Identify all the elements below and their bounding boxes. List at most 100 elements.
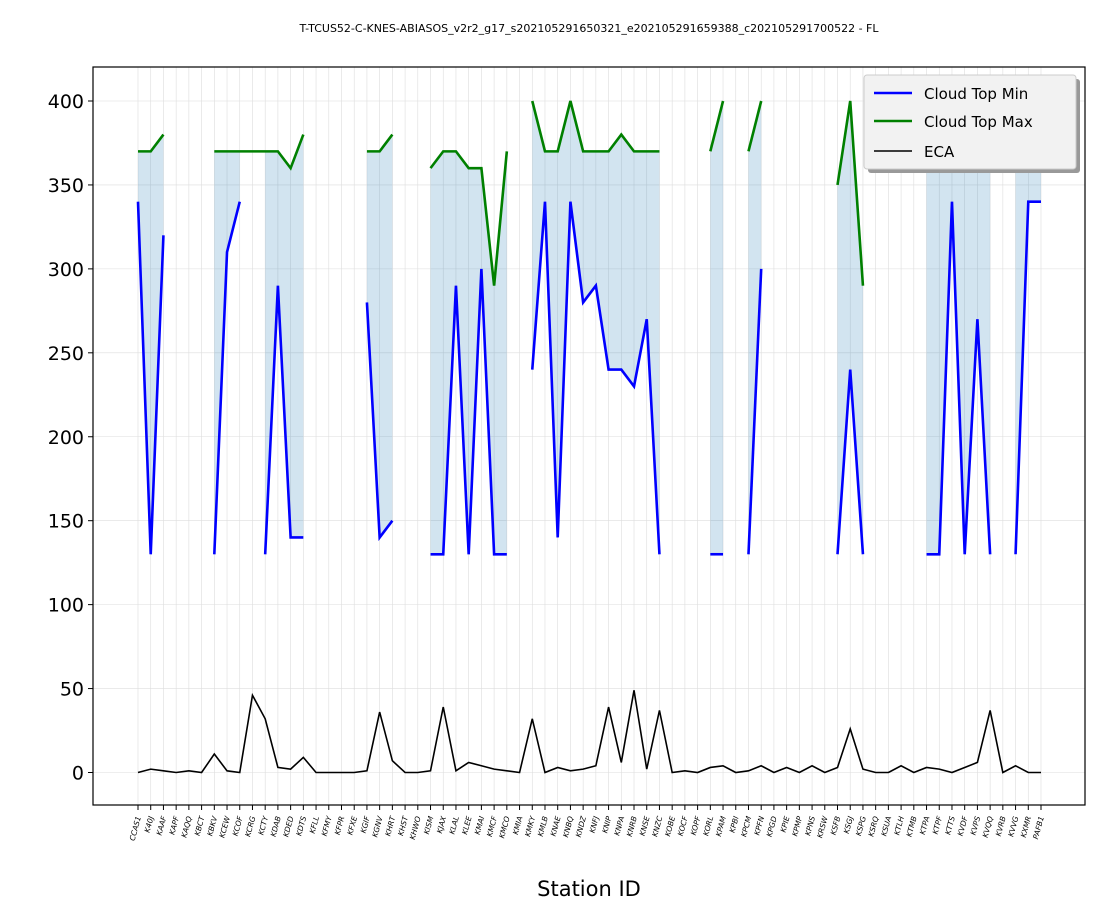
- series-line-cloud-top-min: [747, 268, 763, 555]
- x-tick-label: KSFB: [829, 815, 843, 836]
- x-tick-label: KLEE: [460, 815, 474, 836]
- series-line-cloud-top-max: [429, 150, 509, 286]
- series-line-cloud-top-min: [836, 369, 865, 555]
- x-tick-label: KMCO: [497, 815, 512, 839]
- series-line-cloud-top-max: [836, 100, 865, 286]
- fill-region: [214, 151, 240, 555]
- series-line-cloud-top-max: [709, 100, 725, 152]
- series-line-cloud-top-min: [1014, 200, 1041, 555]
- x-tick-label: K40J: [143, 815, 156, 833]
- x-tick-label: KCTY: [256, 814, 270, 836]
- series-line-cloud-top-max: [531, 100, 660, 153]
- series-line-cloud-top-min: [263, 285, 304, 555]
- chart-title: T-TCUS52-C-KNES-ABIASOS_v2r2_g17_s202105…: [298, 22, 879, 35]
- series-line-cloud-top-min: [430, 268, 507, 556]
- x-axis-label: Station ID: [537, 877, 641, 901]
- x-tick-label: KNSE: [638, 815, 652, 837]
- x-tick-label: KNAE: [549, 815, 563, 837]
- x-tick-label: KPGD: [765, 815, 779, 838]
- series-lines: [136, 100, 1041, 774]
- x-tick-label: PAFB1: [1031, 815, 1046, 840]
- fill-region: [710, 101, 724, 555]
- fill-region: [837, 101, 863, 555]
- series-line-cloud-top-min: [365, 302, 394, 542]
- x-tick-label: KTMB: [905, 815, 919, 838]
- x-tick-label: KOPF: [689, 815, 703, 837]
- x-tick-label: KPIE: [779, 815, 792, 833]
- fill-region: [138, 134, 164, 555]
- x-tick-label: KMIA: [511, 815, 525, 835]
- series-line-cloud-top-max: [138, 133, 165, 153]
- x-tick-label: KGIF: [359, 815, 372, 835]
- fill-region: [265, 134, 304, 555]
- x-tick-label: KVPS: [969, 815, 983, 836]
- x-tick-label: KTLH: [892, 815, 906, 836]
- x-tick-label: KCOF: [231, 815, 245, 837]
- x-tick-label: KPAM: [714, 815, 728, 838]
- legend-label-eca: ECA: [924, 143, 955, 161]
- series-line-cloud-top-min: [530, 201, 661, 555]
- x-tick-label: KFPR: [333, 815, 347, 836]
- y-tick-label: 200: [48, 427, 84, 449]
- series-line-eca: [137, 690, 1041, 774]
- series-line-cloud-top-max: [366, 133, 394, 153]
- fill-region: [430, 151, 507, 555]
- x-tick-label: KLAL: [447, 815, 460, 835]
- x-tick-label: KAAF: [155, 815, 169, 837]
- series-line-cloud-top-min: [136, 201, 165, 555]
- y-tick-label: 250: [48, 343, 84, 365]
- y-tick-label: 300: [48, 259, 84, 281]
- x-tick-label: KRSW: [815, 815, 830, 839]
- x-tick-label: KOBE: [663, 815, 677, 837]
- y-axis: 0 50 100 150 200 250 300 350 400: [48, 91, 93, 785]
- grid-lines: [93, 67, 1085, 805]
- x-tick-label: KSPG: [854, 815, 868, 837]
- y-tick-label: 350: [48, 175, 84, 197]
- x-tick-label: KFXE: [346, 815, 360, 836]
- x-tick-label: KSUA: [879, 815, 893, 837]
- legend-label-cloud-top-max: Cloud Top Max: [924, 113, 1033, 131]
- legend-box: [863, 74, 1077, 170]
- x-tick-label: KAPF: [168, 815, 182, 836]
- fill-region: [532, 101, 660, 555]
- x-tick-label: KJAX: [435, 814, 448, 834]
- x-tick-label: CCAS1: [128, 815, 143, 842]
- x-tick-label: KSGJ: [842, 815, 855, 834]
- y-tick-label: 50: [60, 679, 84, 701]
- x-tick-label: KNPA: [612, 815, 626, 836]
- x-tick-label: KPNS: [803, 815, 817, 837]
- x-tick-label: KHWO: [408, 815, 423, 840]
- x-tick-label: KPFN: [752, 815, 766, 836]
- x-tick-label: KVDF: [956, 815, 970, 837]
- x-tick-label: KTTS: [943, 815, 957, 836]
- x-tick-label: KVRB: [994, 815, 1008, 837]
- x-tick-label: KDTS: [294, 815, 308, 837]
- x-tick-label: KNFJ: [588, 815, 601, 834]
- x-tick-label: KISM: [422, 815, 436, 836]
- legend-label-cloud-top-min: Cloud Top Min: [924, 85, 1028, 103]
- x-tick-label: KOCF: [676, 815, 690, 837]
- x-tick-label: KORL: [701, 815, 715, 837]
- x-tick-label: KTPF: [931, 815, 945, 836]
- y-tick-label: 150: [48, 511, 84, 533]
- x-tick-label: KPBI: [728, 814, 741, 833]
- x-tick-label: KNDZ: [574, 814, 588, 838]
- series-line-cloud-top-max: [747, 100, 763, 152]
- x-tick-label: KFLL: [308, 815, 321, 834]
- fill-region: [748, 101, 762, 555]
- x-tick-label: KMAI: [473, 814, 487, 835]
- series-line-cloud-top-min: [926, 201, 992, 556]
- x-tick-label: KNIP: [600, 815, 613, 834]
- fill-region: [1015, 151, 1041, 555]
- y-tick-label: 400: [48, 91, 84, 113]
- series-line-cloud-top-min: [213, 201, 242, 555]
- y-tick-label: 0: [72, 763, 84, 785]
- y-tick-label: 100: [48, 595, 84, 617]
- fill-regions: [138, 101, 1041, 555]
- x-tick-label: KMLB: [536, 815, 550, 837]
- series-line-cloud-top-max: [214, 134, 305, 171]
- fill-region: [366, 134, 393, 538]
- plot-frame: [92, 66, 1086, 806]
